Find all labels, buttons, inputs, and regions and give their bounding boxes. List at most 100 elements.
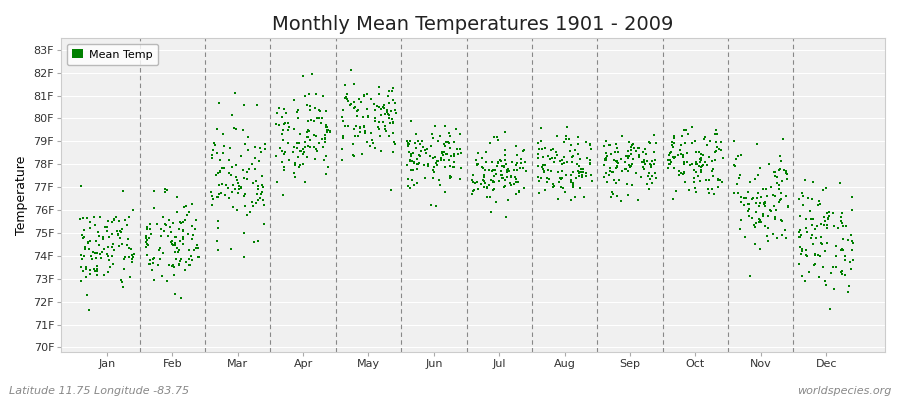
Point <box>376 119 391 126</box>
Point <box>486 179 500 186</box>
Point <box>314 136 328 142</box>
Point <box>573 156 588 163</box>
Point <box>274 159 289 166</box>
Point <box>377 102 392 108</box>
Point <box>466 172 481 178</box>
Point <box>296 73 310 79</box>
Point <box>238 190 252 197</box>
Point <box>798 177 813 183</box>
Point <box>470 161 484 168</box>
Point <box>834 271 849 277</box>
Point <box>353 129 367 135</box>
Point <box>541 152 555 159</box>
Point <box>571 151 585 157</box>
Point <box>300 102 314 108</box>
Point <box>166 262 180 269</box>
Point <box>642 139 656 146</box>
Point <box>208 142 222 148</box>
Point <box>303 137 318 144</box>
Point <box>116 188 130 194</box>
Point <box>250 186 265 192</box>
Point <box>797 278 812 285</box>
Point <box>287 126 302 132</box>
Point <box>155 272 169 279</box>
Point <box>472 186 486 192</box>
Point <box>320 122 334 128</box>
Point <box>378 123 392 129</box>
Point <box>291 109 305 115</box>
Point <box>822 213 836 219</box>
Point <box>845 207 859 213</box>
Point <box>699 142 714 148</box>
Point <box>385 84 400 91</box>
Point <box>359 139 374 145</box>
Point <box>338 82 352 88</box>
Point <box>191 254 205 260</box>
Point <box>401 149 416 155</box>
Point <box>454 164 468 171</box>
Point <box>745 215 760 221</box>
Point <box>257 141 272 148</box>
Point <box>429 158 444 164</box>
Point <box>74 264 88 270</box>
Point <box>474 154 489 161</box>
Point <box>407 159 421 166</box>
Point <box>500 174 514 180</box>
Point <box>565 159 580 165</box>
Point <box>751 194 765 201</box>
Point <box>101 268 115 275</box>
Point <box>353 124 367 130</box>
Point <box>732 175 746 181</box>
Point <box>112 234 127 241</box>
Point <box>319 132 333 138</box>
Point <box>90 250 104 256</box>
Point <box>142 226 157 232</box>
Point <box>292 140 306 146</box>
Point <box>514 160 528 166</box>
Point <box>347 104 362 110</box>
Point <box>845 257 859 264</box>
Point <box>410 130 424 137</box>
Point <box>270 110 284 116</box>
Point <box>551 196 565 202</box>
Point <box>166 242 180 248</box>
Point <box>504 173 518 179</box>
Point <box>734 199 748 205</box>
Point <box>320 164 335 170</box>
Point <box>552 179 566 186</box>
Point <box>486 177 500 184</box>
Point <box>341 123 356 130</box>
Point <box>158 220 173 227</box>
Point <box>821 214 835 221</box>
Point <box>829 243 843 249</box>
Point <box>614 156 628 162</box>
Point <box>100 224 114 230</box>
Point <box>498 177 512 183</box>
Point <box>386 119 400 125</box>
Point <box>778 170 793 176</box>
Point <box>769 207 783 213</box>
Point <box>212 170 226 176</box>
Point <box>427 167 441 174</box>
Point <box>676 154 690 160</box>
Point <box>277 167 292 173</box>
Point <box>816 214 831 221</box>
Point <box>566 184 580 190</box>
Point <box>571 168 585 174</box>
Point <box>76 235 90 241</box>
Point <box>598 143 612 149</box>
Point <box>372 119 386 125</box>
Point <box>348 123 363 129</box>
Point <box>662 152 676 158</box>
Text: worldspecies.org: worldspecies.org <box>796 386 891 396</box>
Point <box>247 239 261 245</box>
Point <box>644 164 658 170</box>
Point <box>688 188 703 195</box>
Point <box>241 134 256 140</box>
Text: Latitude 11.75 Longitude -83.75: Latitude 11.75 Longitude -83.75 <box>9 386 189 396</box>
Point <box>233 153 248 160</box>
Point <box>139 235 153 242</box>
Point <box>94 255 108 261</box>
Point <box>89 266 104 272</box>
Point <box>105 219 120 226</box>
